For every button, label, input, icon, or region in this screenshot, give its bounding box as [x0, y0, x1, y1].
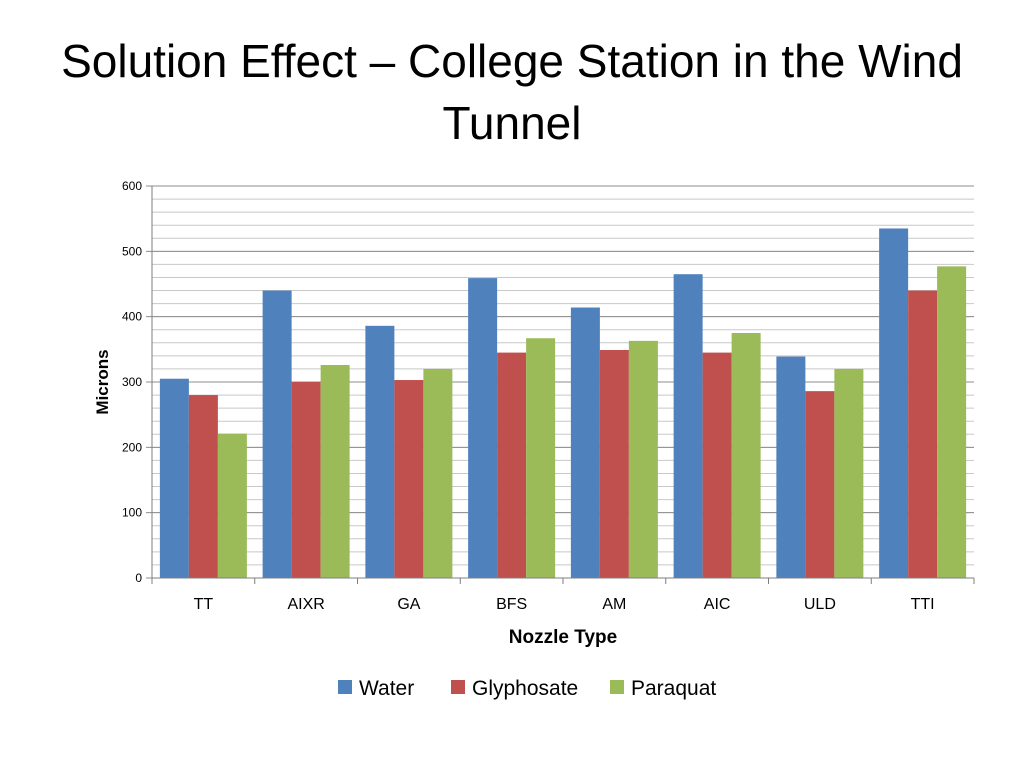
- legend-swatch-water: [338, 680, 352, 694]
- x-tick-label: GA: [397, 596, 420, 613]
- bar-glyphosate-uld: [805, 391, 835, 578]
- bar-water-tt: [159, 378, 189, 578]
- bar-glyphosate-aic: [702, 352, 732, 578]
- y-tick-label: 500: [122, 244, 142, 258]
- bar-glyphosate-aixr: [291, 382, 321, 578]
- bar-water-bfs: [468, 278, 498, 578]
- bar-glyphosate-am: [599, 349, 629, 578]
- x-tick-label: TTI: [911, 596, 935, 613]
- legend-swatch-paraquat: [610, 680, 624, 694]
- bar-water-uld: [776, 356, 806, 578]
- x-tick-label: BFS: [496, 596, 527, 613]
- bar-paraquat-bfs: [526, 338, 556, 578]
- y-tick-label: 0: [135, 571, 142, 585]
- y-tick-label: 200: [122, 440, 142, 454]
- legend-label-water: Water: [359, 677, 414, 700]
- bar-glyphosate-bfs: [497, 352, 527, 578]
- bar-glyphosate-tti: [908, 290, 938, 578]
- bar-glyphosate-ga: [394, 380, 424, 578]
- x-tick-label: ULD: [804, 596, 836, 613]
- bar-water-ga: [365, 325, 395, 578]
- bar-water-am: [570, 307, 600, 578]
- bar-water-aixr: [262, 290, 292, 578]
- bar-paraquat-aic: [731, 333, 761, 578]
- x-tick-label: AM: [602, 596, 626, 613]
- bar-paraquat-tt: [217, 433, 247, 578]
- bar-paraquat-ga: [423, 368, 453, 578]
- legend-swatch-glyphosate: [451, 680, 465, 694]
- bar-paraquat-aixr: [320, 365, 350, 578]
- bar-paraquat-uld: [834, 368, 864, 578]
- y-tick-label: 100: [122, 506, 142, 520]
- bar-paraquat-tti: [937, 266, 967, 578]
- x-tick-label: AIC: [704, 596, 731, 613]
- bar-glyphosate-tt: [188, 395, 218, 578]
- x-tick-label: AIXR: [287, 596, 324, 613]
- x-tick-label: TT: [194, 596, 214, 613]
- slide-title: Solution Effect – College Station in the…: [61, 35, 963, 149]
- y-tick-label: 400: [122, 310, 142, 324]
- y-tick-label: 600: [122, 179, 142, 193]
- bar-water-aic: [673, 274, 703, 578]
- legend-label-paraquat: Paraquat: [631, 677, 716, 700]
- legend-label-glyphosate: Glyphosate: [472, 677, 578, 700]
- x-axis-title: Nozzle Type: [509, 627, 617, 648]
- y-axis-title: Microns: [93, 349, 112, 414]
- y-tick-label: 300: [122, 375, 142, 389]
- bar-paraquat-am: [628, 340, 658, 578]
- bar-water-tti: [879, 228, 909, 578]
